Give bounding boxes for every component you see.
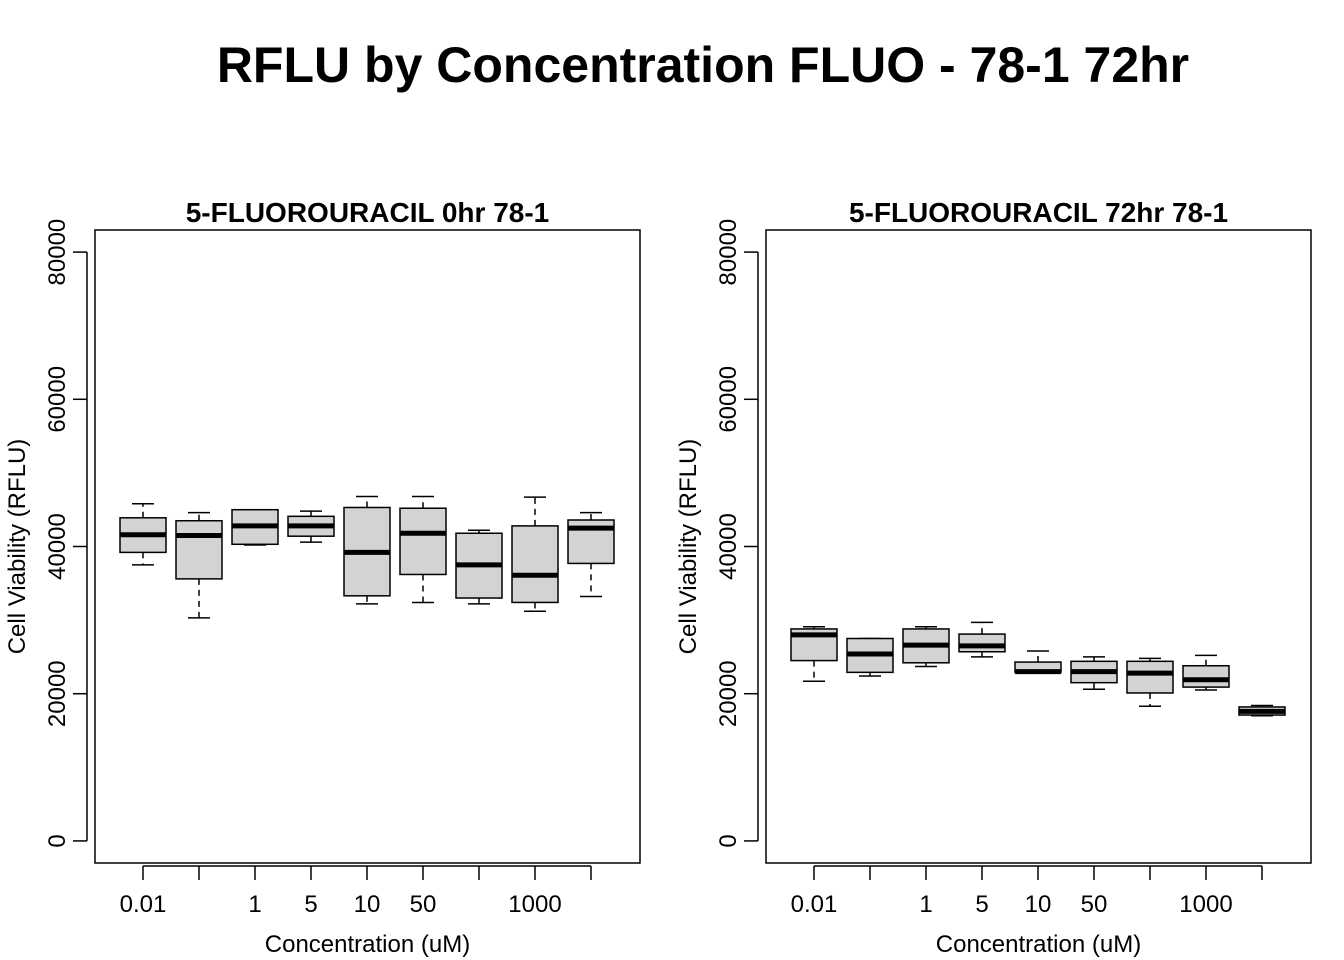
y-axis-label: Cell Viability (RFLU) [675,439,702,655]
x-tick-label: 10 [1025,891,1052,918]
box-0 [790,625,838,682]
box-iqr [511,525,559,604]
panel-left: 5-FLUOROURACIL 0hr 78-1 0 20000 40000 60000 8… [4,197,641,958]
panel-title: 5-FLUOROURACIL 72hr 78-1 [849,197,1228,228]
box-1 [175,511,223,619]
x-tick-label: 10 [354,891,381,918]
y-tick-label: 0 [715,834,742,847]
y-tick-label: 60000 [715,366,742,433]
x-axis-label: Concentration (uM) [936,931,1141,958]
box-0 [119,503,167,566]
y-tick-label: 60000 [44,366,71,433]
box-3 [958,621,1006,658]
box-2 [902,625,950,668]
x-tick-label: 5 [304,891,317,918]
y-tick-label: 20000 [44,660,71,727]
box-2 [231,508,279,546]
box-5 [399,495,447,604]
box-6 [455,529,503,605]
box-8 [1238,704,1286,717]
x-axis-label: Concentration (uM) [265,931,470,958]
y-tick-label: 20000 [715,660,742,727]
figure-title: RFLU by Concentration FLUO - 78-1 72hr [217,37,1189,93]
y-axis-label: Cell Viability (RFLU) [4,439,31,655]
y-tick-label: 80000 [44,219,71,286]
x-tick-label: 1000 [1179,891,1232,918]
box-3 [287,510,335,543]
y-tick-label: 40000 [44,513,71,580]
x-tick-label: 0.01 [791,891,838,918]
x-tick-label: 50 [410,891,437,918]
box-5 [1070,656,1118,691]
box-iqr [1182,664,1230,688]
panel-title: 5-FLUOROURACIL 0hr 78-1 [186,197,550,228]
panel-right: 5-FLUOROURACIL 72hr 78-1 0 20000 40000 60000… [675,197,1312,958]
box-1 [846,637,894,677]
box-iqr [399,507,447,576]
y-tick-label: 40000 [715,513,742,580]
box-8 [567,511,615,598]
y-tick-label: 0 [44,834,71,847]
y-tick-label: 80000 [715,219,742,286]
x-tick-label: 1000 [508,891,561,918]
x-tick-label: 50 [1081,891,1108,918]
x-tick-label: 0.01 [120,891,167,918]
x-tick-label: 1 [248,891,261,918]
x-tick-label: 5 [975,891,988,918]
plot-frame [94,229,641,864]
box-iqr [175,519,223,580]
box-6 [1126,657,1174,707]
box-iqr [1126,660,1174,694]
plot-frame [765,229,1312,864]
x-tick-label: 1 [919,891,932,918]
box-4 [343,495,391,605]
box-4 [1014,650,1062,675]
box-7 [511,496,559,613]
box-iqr [958,633,1006,653]
box-7 [1182,654,1230,691]
